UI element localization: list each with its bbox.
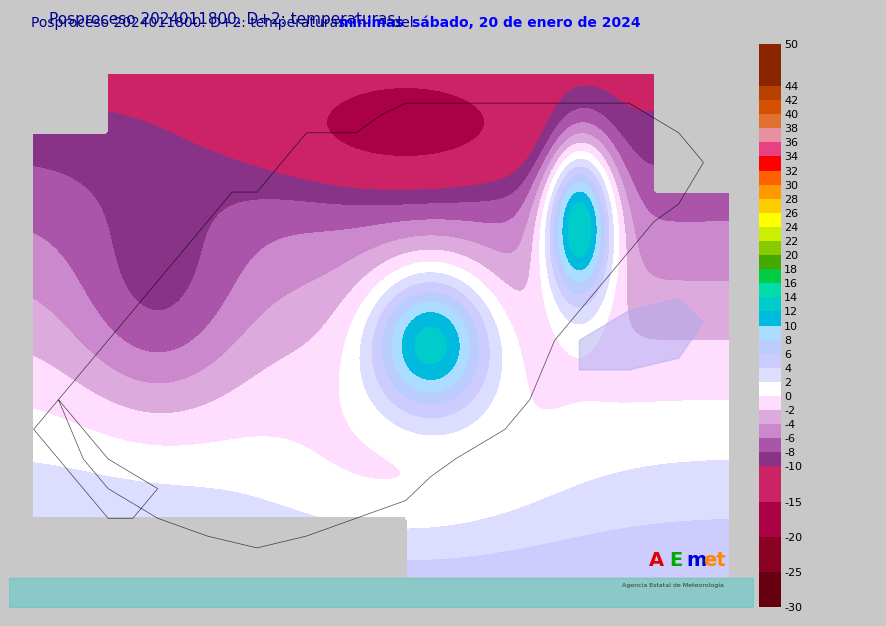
Text: Agencia Estatal de Meteorología: Agencia Estatal de Meteorología xyxy=(622,583,724,588)
Text: et: et xyxy=(703,551,727,570)
Text: Posproceso 2024011800. D+2: temperaturas mínimas: Posproceso 2024011800. D+2: temperaturas… xyxy=(49,12,465,28)
Text: A: A xyxy=(649,551,664,570)
Text: Posproceso 2024011800. D+2: temperaturas: Posproceso 2024011800. D+2: temperaturas xyxy=(49,13,400,27)
Text: del: del xyxy=(387,16,417,31)
Text: E: E xyxy=(669,551,682,570)
Polygon shape xyxy=(579,299,703,370)
Text: m: m xyxy=(687,551,706,570)
Text: sábado, 20 de enero de 2024: sábado, 20 de enero de 2024 xyxy=(412,16,641,31)
Text: Posproceso 2024011800. D+2: temperaturas: Posproceso 2024011800. D+2: temperaturas xyxy=(31,16,350,31)
Text: mínimas: mínimas xyxy=(338,16,404,31)
